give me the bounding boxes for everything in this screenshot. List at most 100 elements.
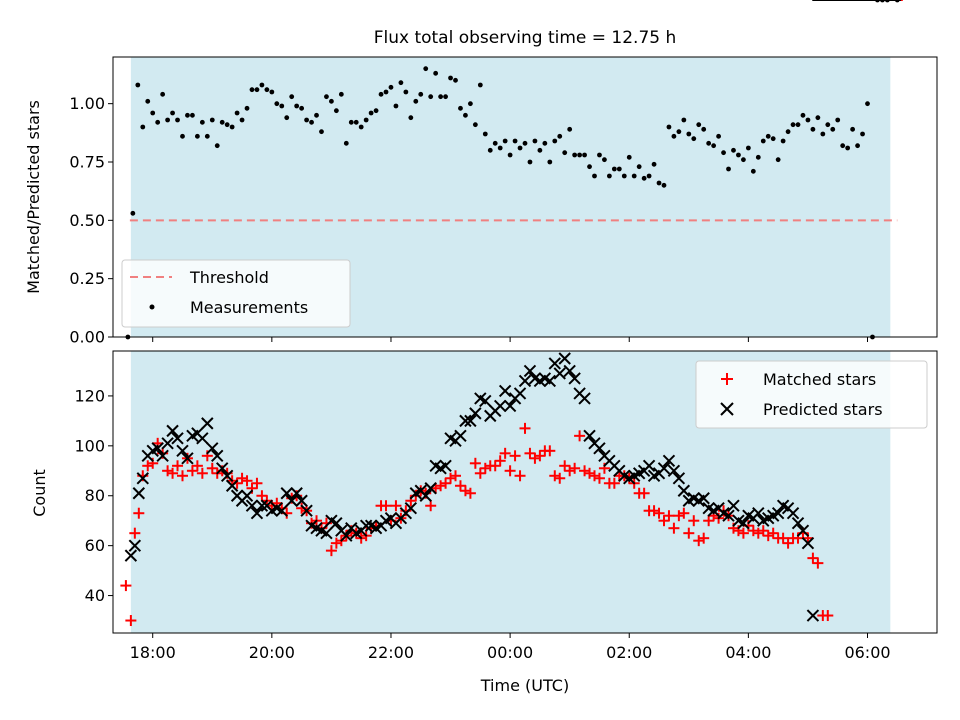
predicted-star-point — [786, 507, 800, 520]
measurement-point — [378, 91, 384, 97]
legend-matched-swatch — [721, 373, 733, 385]
matched-star-point — [435, 480, 447, 492]
measurement-point — [731, 147, 736, 153]
predicted-star-point — [439, 459, 452, 473]
matched-star-point — [668, 522, 680, 534]
top-legend-box — [121, 259, 351, 328]
matched-star-point — [584, 467, 596, 479]
matched-star-point — [762, 530, 774, 542]
measurement-point — [433, 70, 439, 76]
measurement-point — [423, 66, 429, 72]
predicted-star-point — [211, 449, 224, 463]
predicted-star-point — [459, 414, 472, 428]
predicted-star-point — [657, 462, 671, 475]
matched-star-point — [688, 515, 700, 527]
measurement-point — [805, 117, 811, 123]
matched-star-point — [380, 500, 392, 512]
bottom-ylabel: Count — [30, 469, 49, 517]
measurement-point — [477, 82, 483, 88]
predicted-star-point — [796, 524, 810, 537]
measurement-point — [204, 133, 210, 139]
legend-predicted-label: Predicted stars — [763, 400, 883, 419]
top-ytick-label: 0.25 — [69, 269, 105, 288]
xtick-label: 06:00 — [844, 643, 890, 662]
measurement-point — [254, 87, 260, 93]
matched-star-point — [459, 485, 471, 497]
measurement-point — [199, 119, 205, 125]
measurement-point — [840, 143, 846, 149]
measurement-point — [755, 154, 761, 160]
matched-star-point — [494, 455, 506, 467]
measurement-point — [467, 101, 473, 107]
predicted-star-point — [275, 504, 288, 517]
predicted-star-point — [151, 442, 164, 455]
measurement-point — [239, 117, 245, 123]
measurement-point — [388, 84, 394, 90]
bottom-y-axis: 40 60 80 100 120 — [74, 386, 113, 605]
measurement-point — [745, 145, 751, 151]
measurement-point — [795, 122, 801, 128]
measurement-point — [234, 110, 240, 116]
predicted-star-point — [201, 417, 214, 430]
measurement-point — [309, 119, 314, 125]
matched-star-point — [534, 450, 546, 462]
predicted-star-point — [578, 392, 591, 405]
matched-star-point — [747, 525, 759, 537]
matched-star-point — [524, 447, 536, 459]
measurement-point — [472, 122, 478, 128]
matched-star-point — [206, 462, 218, 474]
predicted-star-point — [806, 609, 820, 622]
legend-threshold-label: Threshold — [189, 268, 269, 287]
measurement-point — [482, 131, 488, 137]
predicted-star-point — [171, 432, 184, 445]
top-y-axis: 0.00 0.25 0.50 0.75 1.00 — [69, 94, 113, 347]
measurement-point — [214, 143, 220, 149]
predicted-star-point — [196, 432, 209, 445]
measurement-point — [448, 75, 453, 81]
measurement-point — [194, 133, 200, 139]
measurement-point — [661, 182, 667, 188]
matched-star-point — [752, 527, 764, 539]
matched-star-point — [638, 487, 650, 499]
measurement-point — [517, 145, 523, 151]
predicted-star-point — [548, 357, 561, 370]
measurement-point — [587, 164, 592, 170]
measurement-point — [368, 110, 374, 116]
predicted-star-point — [722, 509, 735, 522]
xtick-label: 02:00 — [606, 643, 652, 662]
matched-star-point — [499, 447, 511, 459]
measurement-point — [825, 122, 831, 128]
bottom-ytick-label: 120 — [74, 386, 105, 405]
measurement-point — [269, 89, 275, 95]
predicted-star-point — [553, 367, 566, 380]
bottom-ytick-label: 100 — [74, 436, 105, 455]
predicted-star-point — [181, 452, 194, 465]
matched-star-point — [812, 557, 824, 569]
measurement-point — [492, 140, 498, 146]
predicted-star-point — [156, 449, 169, 463]
matched-star-point — [125, 615, 137, 627]
predicted-star-point — [220, 469, 234, 482]
top-ylabel: Matched/Predicted stars — [24, 100, 43, 294]
measurement-point — [696, 122, 702, 128]
predicted-star-point — [593, 442, 606, 455]
predicted-star-point — [359, 519, 373, 532]
matched-star-point — [469, 457, 481, 469]
predicted-star-point — [285, 494, 298, 507]
matched-star-point — [703, 515, 715, 527]
measurement-point — [582, 152, 587, 158]
measurement-point — [348, 119, 354, 125]
measurement-point — [487, 147, 493, 153]
predicted-star-point — [518, 374, 532, 388]
measurement-point — [527, 159, 533, 165]
xtick-label: 04:00 — [725, 643, 771, 662]
predicted-star-point — [543, 374, 557, 388]
matched-star-point — [683, 527, 695, 539]
matched-star-point — [191, 460, 203, 472]
measurement-point — [577, 152, 583, 158]
measurement-point — [224, 122, 230, 128]
predicted-star-point — [469, 407, 482, 420]
measurement-point — [646, 173, 652, 179]
predicted-star-point — [424, 482, 437, 495]
matched-star-point — [464, 487, 476, 499]
